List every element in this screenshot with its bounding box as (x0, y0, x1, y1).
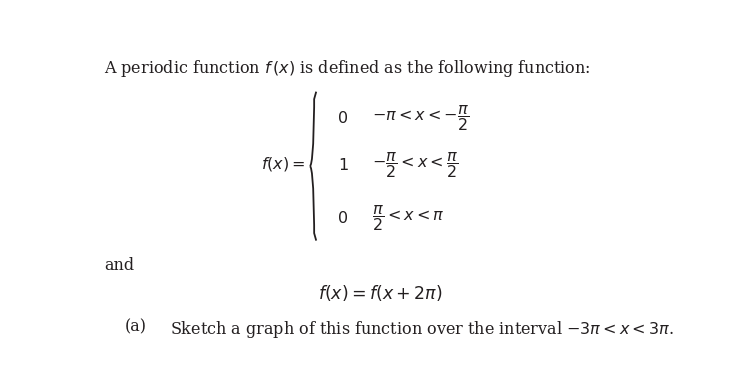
Text: $-\dfrac{\pi}{2} < x < \dfrac{\pi}{2}$: $-\dfrac{\pi}{2} < x < \dfrac{\pi}{2}$ (372, 151, 458, 180)
Text: $\dfrac{\pi}{2} < x < \pi$: $\dfrac{\pi}{2} < x < \pi$ (372, 203, 444, 234)
Text: $0$: $0$ (338, 210, 349, 227)
Text: $-\pi < x < -\dfrac{\pi}{2}$: $-\pi < x < -\dfrac{\pi}{2}$ (372, 103, 469, 133)
Text: $f(x)=$: $f(x)=$ (261, 155, 306, 173)
Text: Sketch a graph of this function over the interval $-3\pi < x < 3\pi$.: Sketch a graph of this function over the… (171, 319, 674, 340)
Text: $0$: $0$ (338, 110, 349, 127)
Text: (a): (a) (125, 319, 146, 336)
Text: $f(x) = f(x + 2\pi)$: $f(x) = f(x + 2\pi)$ (318, 283, 442, 303)
Text: and: and (104, 257, 134, 274)
Text: $1$: $1$ (338, 157, 348, 174)
Text: A periodic function $f\,(x)$ is defined as the following function:: A periodic function $f\,(x)$ is defined … (104, 58, 591, 79)
